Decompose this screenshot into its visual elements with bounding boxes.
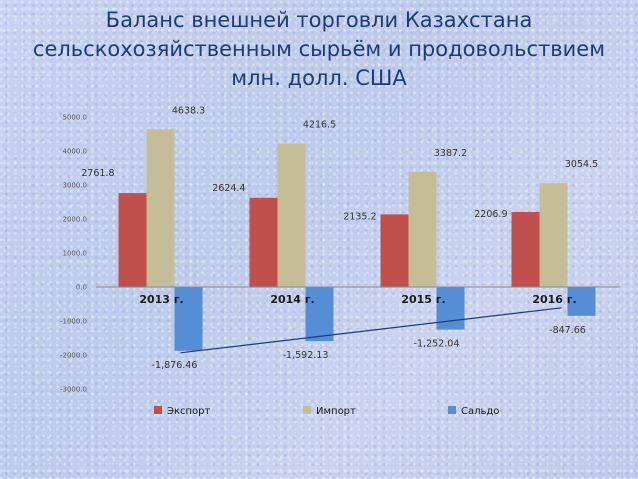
y-tick-label: 1000.0 bbox=[63, 250, 88, 258]
bars bbox=[118, 129, 596, 351]
bar-saldo bbox=[174, 287, 203, 351]
x-category-label: 2016 г. bbox=[532, 293, 576, 306]
data-label-export: 2624.4 bbox=[212, 183, 245, 194]
data-label-import: 3054.5 bbox=[565, 159, 598, 170]
title-line-1: Баланс внешней торговли Казахстана bbox=[105, 8, 533, 32]
bar-import bbox=[539, 183, 568, 287]
y-tick-label: 5000.0 bbox=[63, 114, 88, 122]
y-tick-label: 4000.0 bbox=[63, 148, 88, 156]
y-tick-label: -2000.0 bbox=[60, 352, 87, 360]
x-category-label: 2015 г. bbox=[401, 293, 445, 306]
x-category-label: 2013 г. bbox=[139, 293, 183, 306]
data-label-import: 3387.2 bbox=[434, 148, 467, 159]
saldo-trendline bbox=[180, 307, 562, 354]
bar-import bbox=[277, 143, 306, 287]
y-tick-label: -3000.0 bbox=[60, 386, 87, 394]
bar-export bbox=[511, 211, 540, 287]
data-label-saldo: -1,252.04 bbox=[414, 339, 460, 350]
legend-label: Импорт bbox=[316, 406, 356, 417]
legend-swatch bbox=[448, 406, 456, 414]
bar-export bbox=[249, 197, 278, 287]
data-label-export: 2135.2 bbox=[343, 211, 376, 222]
bar-saldo bbox=[305, 287, 334, 342]
data-labels: 2761.8 4638.3 -1,876.46 2624.4 4216.5 -1,592.… bbox=[81, 105, 598, 371]
bar-export bbox=[380, 214, 409, 287]
title-line-3: млн. долл. США bbox=[231, 66, 407, 90]
legend-label: Экспорт bbox=[167, 406, 211, 417]
data-label-export: 2206.9 bbox=[474, 209, 507, 220]
chart-title: Баланс внешней торговли Казахстана сельс… bbox=[0, 6, 638, 93]
data-label-import: 4638.3 bbox=[172, 105, 205, 116]
bar-import bbox=[146, 129, 175, 287]
legend: Экспорт Импорт Сальдо bbox=[154, 406, 499, 417]
legend-label: Сальдо bbox=[461, 406, 499, 417]
data-label-saldo: -1,592.13 bbox=[283, 350, 329, 361]
x-axis-labels: 2013 г. 2014 г. 2015 г. 2016 г. bbox=[139, 293, 576, 306]
y-tick-label: 0.0 bbox=[76, 284, 87, 292]
data-label-saldo: -847.66 bbox=[549, 325, 586, 336]
legend-swatch bbox=[303, 406, 311, 414]
bar-saldo bbox=[567, 287, 596, 316]
y-tick-label: -1000.0 bbox=[60, 318, 87, 326]
data-label-import: 4216.5 bbox=[303, 120, 336, 131]
y-axis: 5000.0 4000.0 3000.0 2000.0 1000.0 0.0 -1000.0… bbox=[60, 114, 87, 394]
data-label-export: 2761.8 bbox=[81, 168, 114, 179]
y-tick-label: 3000.0 bbox=[63, 182, 88, 190]
bar-import bbox=[408, 171, 437, 287]
legend-swatch bbox=[154, 406, 162, 414]
bar-export bbox=[118, 193, 147, 287]
x-category-label: 2014 г. bbox=[270, 293, 314, 306]
title-line-2: сельскохозяйственным сырьём и продовольс… bbox=[32, 37, 606, 61]
y-tick-label: 2000.0 bbox=[63, 216, 88, 224]
data-label-saldo: -1,876.46 bbox=[152, 360, 198, 371]
